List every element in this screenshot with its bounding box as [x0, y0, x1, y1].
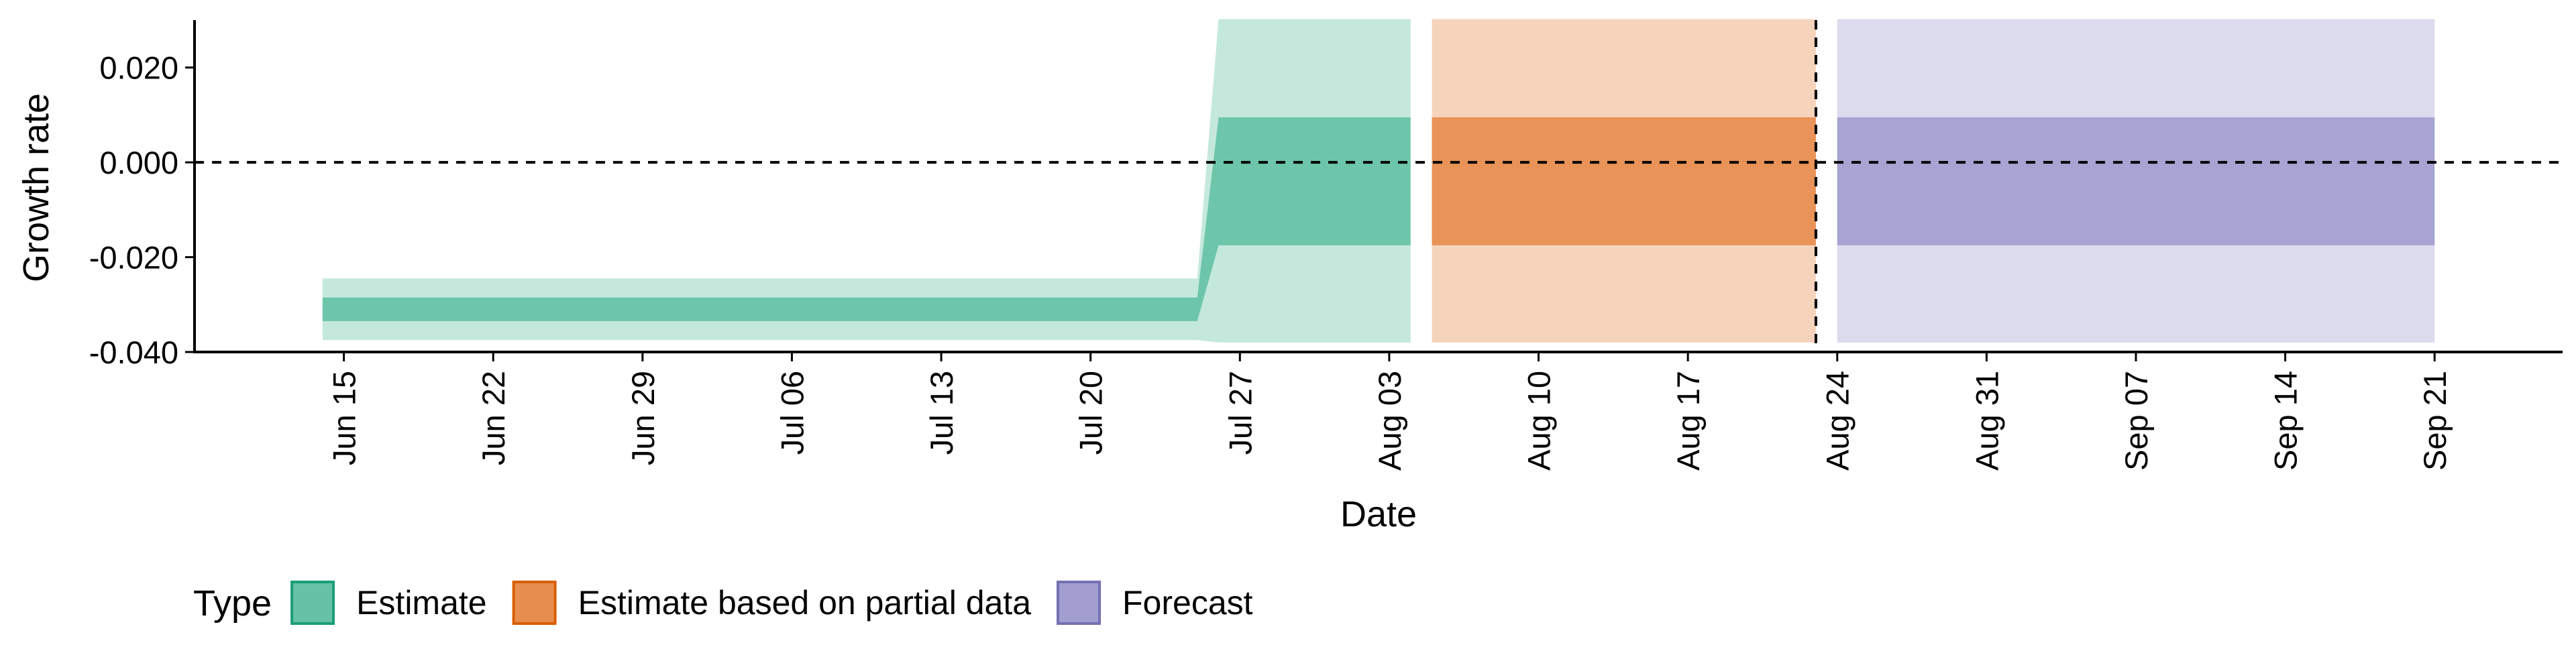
x-tick-label: Jul 20: [1073, 371, 1109, 455]
y-axis-title: Growth rate: [16, 93, 56, 282]
legend-key-2: [1057, 581, 1102, 625]
x-tick-label: Jul 06: [774, 371, 810, 455]
reference-lines: [195, 20, 2563, 352]
y-tick-label: 0.020: [99, 50, 178, 86]
legend-label-0: Estimate: [356, 584, 487, 622]
x-tick-label: Aug 10: [1521, 371, 1557, 471]
y-tick-label: 0.000: [99, 145, 178, 180]
bands-layer: [322, 19, 2435, 343]
x-tick-label: Aug 31: [1969, 371, 2004, 471]
legend-label-2: Forecast: [1122, 584, 1253, 622]
x-tick-label: Jun 29: [625, 371, 661, 465]
axes: -0.040 -0.020 0.000 0.020 Jun 15 Jun 22 Jun 29…: [89, 20, 2563, 471]
band-50-2: [1837, 117, 2435, 245]
x-axis-title: Date: [1340, 494, 1417, 534]
y-tick-label: -0.020: [89, 240, 178, 276]
x-tick-label: Aug 03: [1372, 371, 1407, 471]
legend: Type Estimate Estimate based on partial d…: [193, 581, 1253, 625]
x-tick-label: Jul 13: [924, 371, 959, 455]
x-tick-label: Jun 15: [327, 371, 362, 465]
x-tick-label: Aug 17: [1670, 371, 1706, 471]
x-tick-label: Aug 24: [1820, 371, 1856, 471]
legend-label-1: Estimate based on partial data: [578, 584, 1032, 622]
band-50-0: [322, 117, 1411, 321]
legend-title: Type: [193, 583, 272, 624]
y-tick-label: -0.040: [89, 335, 178, 370]
x-tick-label: Sep 07: [2118, 371, 2154, 471]
axis-labels: Growth rate Date: [16, 93, 1417, 534]
x-tick-label: Sep 14: [2268, 371, 2304, 471]
x-tick-label: Jul 27: [1222, 371, 1258, 455]
legend-key-1: [512, 581, 557, 625]
x-tick-label: Jun 22: [476, 371, 511, 465]
x-tick-label: Sep 21: [2417, 371, 2453, 471]
legend-key-0: [290, 581, 335, 625]
band-50-1: [1432, 117, 1816, 245]
